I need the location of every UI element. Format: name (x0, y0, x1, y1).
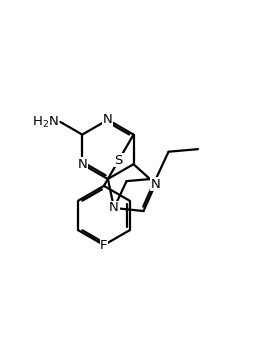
Text: N: N (77, 158, 87, 171)
Text: N: N (151, 178, 160, 190)
Text: N: N (109, 202, 119, 214)
Text: H$_2$N: H$_2$N (32, 115, 59, 130)
Text: S: S (115, 154, 123, 167)
Text: N: N (103, 113, 113, 126)
Text: F: F (100, 238, 108, 252)
